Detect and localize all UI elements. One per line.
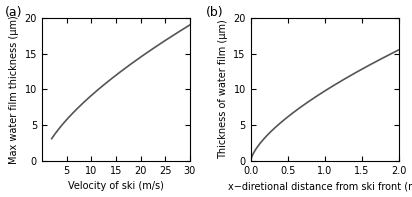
X-axis label: Velocity of ski (m/s): Velocity of ski (m/s) — [68, 181, 164, 191]
Text: (a): (a) — [5, 6, 22, 19]
Text: (b): (b) — [206, 6, 224, 19]
Y-axis label: Thickness of water film (μm): Thickness of water film (μm) — [218, 20, 228, 159]
X-axis label: x−diretional distance from ski front (m): x−diretional distance from ski front (m) — [228, 181, 412, 191]
Y-axis label: Max water film thickness (μm): Max water film thickness (μm) — [9, 15, 19, 164]
